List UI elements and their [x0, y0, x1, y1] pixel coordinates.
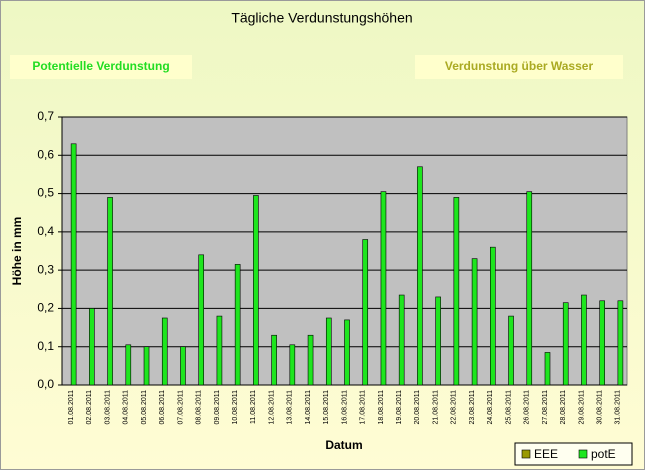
y-tick-label: 0,4 [37, 224, 54, 238]
x-tick-label: 21.08.2011 [432, 390, 439, 425]
button-label[interactable]: Verdunstung über Wasser [445, 59, 594, 73]
x-tick-label: 17.08.2011 [360, 390, 367, 425]
x-tick-label: 18.08.2011 [378, 390, 385, 425]
y-tick-label: 0,2 [37, 301, 54, 315]
x-tick-label: 20.08.2011 [414, 390, 421, 425]
x-tick-label: 25.08.2011 [505, 390, 512, 425]
bar [70, 143, 77, 386]
bar [562, 302, 569, 386]
bar [417, 166, 423, 386]
x-tick-label: 24.08.2011 [487, 390, 494, 425]
x-tick-label: 09.08.2011 [214, 390, 221, 425]
x-tick-label: 23.08.2011 [469, 390, 476, 425]
bar [380, 191, 387, 386]
y-tick-label: 0,1 [37, 339, 54, 353]
button[interactable]: Verdunstung über Wasser [415, 55, 623, 79]
bar [435, 296, 441, 386]
x-tick-label: 04.08.2011 [123, 390, 130, 425]
legend-label: EEE [534, 447, 558, 461]
legend-swatch [521, 449, 531, 459]
bar [453, 197, 460, 386]
bar [125, 344, 132, 386]
x-tick-label: 29.08.2011 [578, 390, 585, 425]
bar [490, 246, 496, 386]
bar [325, 317, 332, 386]
x-tick-label: 19.08.2011 [396, 390, 403, 425]
x-tick-label: 06.08.2011 [159, 390, 166, 425]
x-tick-label: 14.08.2011 [305, 390, 312, 425]
x-tick-label: 10.08.2011 [232, 390, 239, 425]
x-tick-label: 31.08.2011 [615, 390, 622, 425]
bar [362, 239, 369, 386]
bar [344, 319, 350, 386]
legend-swatch [578, 449, 588, 459]
x-axis-label: Datum [325, 438, 362, 452]
y-tick-label: 0,5 [37, 186, 54, 200]
y-axis-label: Höhe in mm [10, 217, 24, 286]
y-tick-label: 0,0 [37, 377, 54, 391]
button[interactable]: Potentielle Verdunstung [10, 55, 192, 79]
bar [544, 352, 551, 386]
button-label[interactable]: Potentielle Verdunstung [32, 59, 169, 73]
chart-title: Tägliche Verdunstungshöhen [231, 10, 412, 26]
bar [617, 300, 624, 386]
y-tick-label: 0,7 [37, 109, 54, 123]
x-tick-label: 08.08.2011 [196, 390, 203, 425]
x-tick-label: 22.08.2011 [451, 390, 458, 425]
x-tick-label: 12.08.2011 [268, 390, 275, 425]
bar [526, 191, 533, 386]
legend [514, 442, 633, 466]
x-tick-label: 11.08.2011 [250, 390, 257, 424]
x-tick-label: 30.08.2011 [597, 390, 604, 425]
bar [180, 346, 186, 386]
bar [216, 315, 223, 386]
x-tick-label: 16.08.2011 [341, 390, 348, 425]
legend-label: potE [591, 447, 616, 461]
button-bg [10, 55, 192, 79]
bar [508, 315, 514, 386]
x-tick-label: 13.08.2011 [287, 390, 294, 425]
x-tick-label: 05.08.2011 [141, 390, 148, 425]
bar [253, 195, 259, 386]
x-tick-label: 27.08.2011 [542, 390, 549, 425]
bar [307, 334, 314, 386]
bar [107, 197, 113, 386]
bar [161, 317, 168, 386]
bar [234, 264, 241, 386]
bar [198, 254, 205, 386]
bar [143, 346, 150, 386]
x-tick-label: 02.08.2011 [86, 390, 93, 425]
bar [398, 294, 405, 386]
bar [599, 300, 605, 386]
bar [271, 334, 277, 386]
x-tick-label: 28.08.2011 [560, 390, 567, 425]
bar [581, 294, 587, 386]
x-tick-label: 26.08.2011 [524, 390, 531, 425]
x-tick-label: 15.08.2011 [323, 390, 330, 425]
x-tick-label: 07.08.2011 [177, 390, 184, 425]
x-tick-label: 03.08.2011 [104, 390, 111, 425]
x-tick-label: 01.08.2011 [68, 390, 75, 425]
bar [89, 308, 95, 386]
button-bg [415, 55, 623, 79]
bar [289, 344, 296, 386]
y-tick-label: 0,6 [37, 147, 54, 161]
y-tick-label: 0,3 [37, 262, 54, 276]
bar [471, 258, 478, 386]
